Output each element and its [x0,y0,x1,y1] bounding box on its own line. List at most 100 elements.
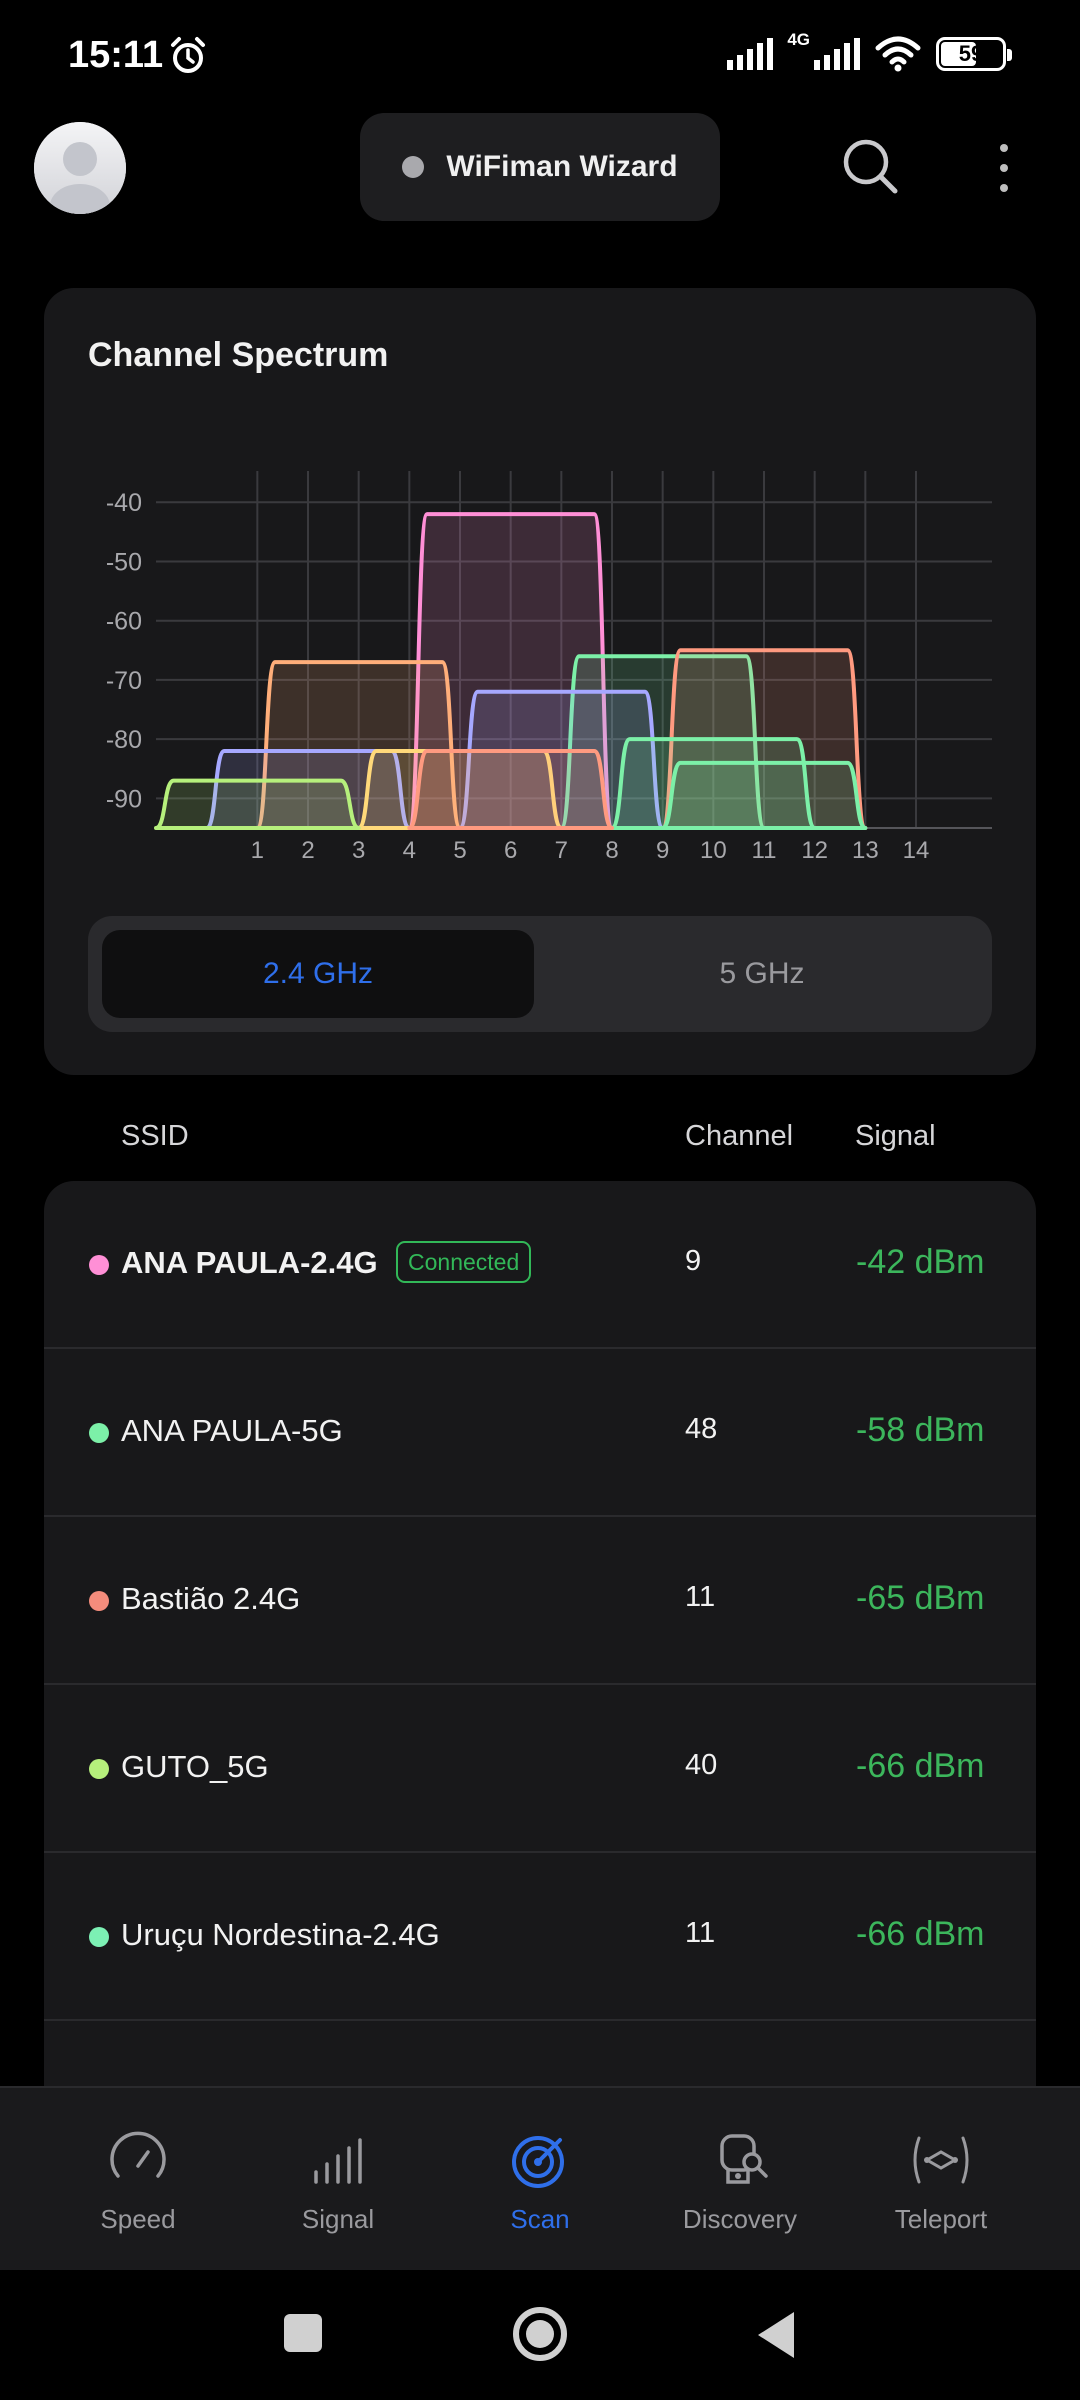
battery-level: 59 [958,41,984,66]
nav-speed[interactable]: Speed [48,2128,228,2235]
network-signal: -58 dBm [856,1411,985,1449]
spectrum-title: Channel Spectrum [88,336,389,374]
search-icon[interactable] [840,136,900,196]
network-channel: 48 [685,1413,718,1445]
y-tick-label: -90 [106,785,142,813]
nav-label: Speed [100,2204,176,2234]
x-tick-label: 14 [903,837,930,864]
band-option-5ghz[interactable]: 5 GHz [719,957,805,990]
more-dot [1000,164,1008,172]
signal-bars-icon [814,38,860,70]
nav-label: Teleport [894,2204,988,2234]
network-row[interactable]: GUTO_5G 40 -66 dBm [44,1685,1036,1853]
band-toggle: 2.4 GHz 5 GHz [88,916,992,1032]
x-tick-label: 3 [352,837,365,864]
header-signal: Signal [855,1120,936,1152]
x-tick-label: 5 [453,837,466,864]
network-row[interactable]: ANA PAULA-5G 48 -58 dBm [44,1349,1036,1517]
recents-square-icon[interactable] [282,2304,324,2366]
nav-teleport[interactable]: Teleport [851,2128,1031,2235]
network-color-dot [89,1591,109,1611]
x-tick-label: 6 [504,837,517,864]
alarm-icon [171,37,205,73]
network-row[interactable]: Bastião 2.4G 11 -65 dBm [44,1517,1036,1685]
channel-spectrum-chart: -40-50-60-70-80-901 2 3 4 5 6 7 8 9 10 11 12 13 14 [106,471,992,864]
avatar-silhouette [34,122,126,214]
y-tick-label: -80 [106,726,142,754]
x-tick-label: 1 [251,837,264,864]
device-discovery-icon [720,2134,768,2184]
x-tick-label: 7 [555,837,568,864]
back-triangle-icon[interactable] [754,2304,798,2366]
teleport-icon [913,2136,969,2184]
network-signal: -42 dBm [856,1243,985,1281]
more-vertical-icon[interactable] [984,138,1024,198]
band-option-2-4ghz[interactable]: 2.4 GHz [102,930,534,1018]
status-time: 15:11 [68,34,164,76]
nav-signal[interactable]: Signal [248,2128,428,2235]
channel-spectrum-card: -40 -50 -60 -70 -80 -90 1 2 3 4 5 6 7 8 9 10 11 12 13 14 Ch… [44,288,1036,1075]
status-icons: 4G 59 [727,30,1012,72]
network-spectrum-curve [458,689,665,830]
signal-bars-icon [314,2138,362,2184]
bottom-navigation: Speed Signal Scan Discovery T [0,2086,1080,2270]
user-avatar-icon[interactable] [34,122,126,214]
network-row[interactable]: ANA PAULA-2.4G Connected 9 -42 dBm [44,1181,1036,1349]
wizard-label: WiFiman Wizard [446,150,678,183]
system-navigation-bar [0,2270,1080,2400]
wifi-icon [875,36,921,72]
network-list: ANA PAULA-2.4G Connected 9 -42 dBm ANA P… [44,1181,1036,2086]
nav-discovery[interactable]: Discovery [650,2128,830,2235]
y-tick-label: -50 [106,548,142,576]
network-color-dot [89,1255,109,1275]
network-channel: 9 [685,1245,702,1277]
x-tick-label: 8 [605,837,618,864]
network-color-dot [89,1423,109,1443]
nav-label: Scan [510,2204,570,2234]
header-channel: Channel [685,1120,794,1152]
wizard-status-dot [402,156,425,178]
more-dot [1000,184,1008,192]
network-signal: -65 dBm [856,1579,985,1617]
network-type-label: 4G [787,30,810,49]
radar-icon [512,2136,564,2188]
network-signal: -66 dBm [856,1915,985,1953]
network-row[interactable]: Uruçu Nordestina-2.4G 11 -66 dBm [44,1853,1036,2021]
y-tick-label: -60 [106,608,142,636]
speedometer-icon [110,2131,166,2178]
network-channel: 11 [685,1581,716,1613]
wifiman-wizard-button[interactable]: WiFiman Wizard [360,113,720,221]
x-tick-label: 12 [801,837,828,864]
network-color-dot [89,1927,109,1947]
network-ssid: GUTO_5G [121,1749,269,1784]
nav-label: Discovery [682,2204,798,2234]
network-spectrum-curve [255,660,462,830]
nav-scan[interactable]: Scan [450,2128,630,2235]
nav-label: Signal [301,2204,375,2234]
network-spectrum-curve [660,760,868,830]
header-ssid: SSID [121,1120,189,1152]
home-circle-icon[interactable] [510,2304,570,2366]
status-bar: 15:11 4G 59 [0,0,1080,110]
network-spectrum-curve [154,778,361,830]
network-channel: 11 [685,1917,716,1949]
network-channel: 40 [685,1749,718,1781]
network-signal: -66 dBm [856,1747,985,1785]
network-spectrum-curve [407,749,614,830]
network-color-dot [89,1759,109,1779]
x-tick-label: 4 [403,837,416,864]
network-ssid: ANA PAULA-2.4G [121,1245,378,1280]
more-dot [1000,144,1008,152]
y-tick-label: -40 [106,489,142,517]
x-tick-label: 11 [752,837,777,864]
connected-badge: Connected [396,1241,532,1283]
network-ssid: Bastião 2.4G [121,1581,301,1616]
network-spectrum-curve [559,654,766,830]
signal-bars-icon [727,38,774,70]
battery-icon: 59 [936,37,1012,71]
y-tick-label: -70 [106,667,142,695]
x-tick-label: 2 [301,837,314,864]
x-tick-label: 13 [852,837,879,864]
network-ssid: ANA PAULA-5G [121,1413,343,1448]
network-ssid: Uruçu Nordestina-2.4G [121,1917,440,1952]
